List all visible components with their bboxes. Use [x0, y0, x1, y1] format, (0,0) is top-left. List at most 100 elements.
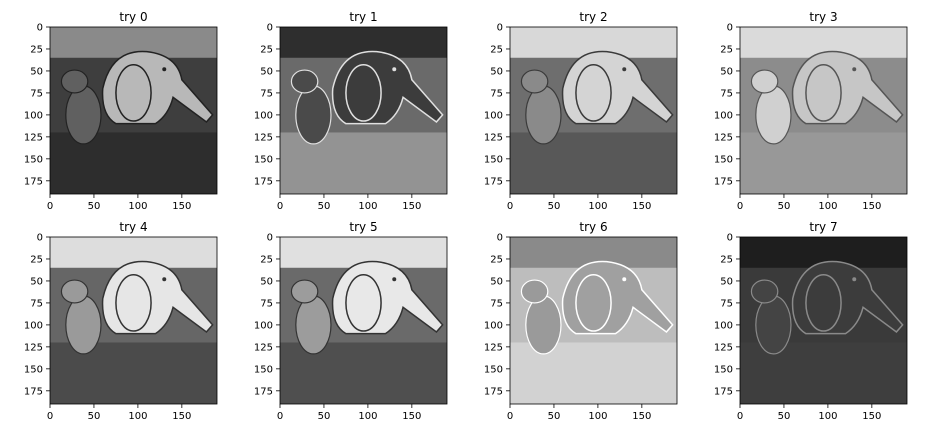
small-toy	[295, 295, 332, 355]
x-tick-label: 150	[172, 201, 191, 212]
y-tick-label: 25	[30, 254, 43, 265]
x-tick-label: 0	[737, 411, 743, 422]
axes-frame	[279, 236, 448, 405]
y-tick-label: 0	[37, 233, 43, 244]
x-tick-label: 50	[778, 201, 791, 212]
x-tick-label: 150	[402, 201, 421, 212]
elephant-ear	[805, 64, 842, 122]
subplot-title: try 0	[119, 10, 147, 24]
x-tick-label: 50	[778, 411, 791, 422]
y-tick-label: 75	[720, 298, 733, 309]
y-tick-label: 50	[490, 66, 503, 77]
x-tick-label: 150	[172, 411, 191, 422]
small-toy-head	[60, 279, 89, 304]
y-tick-label: 150	[484, 364, 503, 375]
small-toy-head	[750, 69, 779, 94]
elephant-eye	[392, 277, 397, 282]
x-tick-label: 0	[47, 201, 53, 212]
y-tick-label: 25	[490, 44, 503, 55]
image-table	[740, 132, 907, 194]
subplot-title: try 2	[579, 10, 607, 24]
small-toy	[755, 85, 792, 145]
x-tick-label: 50	[548, 201, 561, 212]
small-toy	[65, 295, 102, 355]
subplot-2: try 2 0 50 100 150 0 25 50 75 100 125 150 175	[484, 10, 678, 212]
image-panel	[510, 27, 677, 194]
y-tick-label: 125	[484, 342, 503, 353]
small-toy-head	[60, 69, 89, 94]
x-tick-label: 100	[128, 201, 147, 212]
y-tick-label: 0	[727, 233, 733, 244]
y-tick-label: 150	[714, 154, 733, 165]
axes-frame	[49, 26, 218, 195]
subplot-title: try 7	[809, 220, 837, 234]
x-tick-label: 50	[88, 411, 101, 422]
y-tick-label: 25	[260, 254, 273, 265]
subplot-title: try 1	[349, 10, 377, 24]
y-tick-label: 100	[714, 320, 733, 331]
x-tick-label: 0	[737, 201, 743, 212]
elephant-eye	[622, 277, 627, 282]
subplot-7: try 7 0 50 100 150 0 25 50 75 100 125 150 175	[714, 220, 908, 422]
y-tick-label: 25	[260, 44, 273, 55]
y-tick-label: 125	[24, 132, 43, 143]
elephant-ear	[115, 274, 152, 332]
y-tick-label: 150	[254, 154, 273, 165]
axes-frame	[509, 26, 678, 195]
y-tick-label: 0	[497, 233, 503, 244]
elephant-eye	[852, 277, 857, 282]
y-tick-label: 175	[714, 386, 733, 397]
elephant-eye	[622, 67, 627, 72]
elephant-ear	[345, 64, 382, 122]
small-toy-head	[520, 279, 549, 304]
y-tick-label: 125	[254, 132, 273, 143]
axes-frame	[49, 236, 218, 405]
elephant-ear	[345, 274, 382, 332]
x-tick-label: 50	[318, 411, 331, 422]
elephant-eye	[392, 67, 397, 72]
image-table	[280, 132, 447, 194]
x-tick-label: 100	[588, 411, 607, 422]
x-tick-label: 150	[632, 411, 651, 422]
x-tick-label: 100	[128, 411, 147, 422]
image-panel	[280, 27, 447, 194]
image-table	[510, 342, 677, 404]
y-tick-label: 175	[24, 176, 43, 187]
x-tick-label: 100	[818, 201, 837, 212]
x-tick-label: 0	[277, 201, 283, 212]
image-panel	[740, 237, 907, 404]
x-tick-label: 100	[358, 201, 377, 212]
y-tick-label: 0	[727, 23, 733, 34]
subplot-3: try 3 0 50 100 150 0 25 50 75 100 125 150 175	[714, 10, 908, 212]
image-panel	[510, 237, 677, 404]
y-tick-label: 0	[267, 23, 273, 34]
small-toy	[755, 295, 792, 355]
elephant-ear	[575, 64, 612, 122]
y-tick-label: 50	[720, 276, 733, 287]
x-tick-label: 100	[358, 411, 377, 422]
subplot-0: try 0 0 50 100 150 0 25 50 75 100 125 150 175	[24, 10, 218, 212]
image-panel	[50, 27, 217, 194]
y-tick-label: 125	[484, 132, 503, 143]
y-tick-label: 125	[714, 132, 733, 143]
image-table	[280, 342, 447, 404]
subplot-title: try 5	[349, 220, 377, 234]
elephant-ear	[805, 274, 842, 332]
y-tick-label: 175	[484, 386, 503, 397]
x-tick-label: 50	[88, 201, 101, 212]
elephant-eye	[162, 277, 167, 282]
subplot-6: try 6 0 50 100 150 0 25 50 75 100 125 150 175	[484, 220, 678, 422]
y-tick-label: 75	[720, 88, 733, 99]
y-tick-label: 75	[490, 88, 503, 99]
y-tick-label: 150	[254, 364, 273, 375]
y-tick-label: 175	[484, 176, 503, 187]
axes-frame	[739, 26, 908, 195]
y-tick-label: 100	[484, 110, 503, 121]
y-tick-label: 50	[720, 66, 733, 77]
small-toy-head	[520, 69, 549, 94]
x-tick-label: 150	[862, 201, 881, 212]
elephant-eye	[852, 67, 857, 72]
small-toy	[525, 295, 562, 355]
y-tick-label: 50	[490, 276, 503, 287]
y-tick-label: 75	[30, 88, 43, 99]
